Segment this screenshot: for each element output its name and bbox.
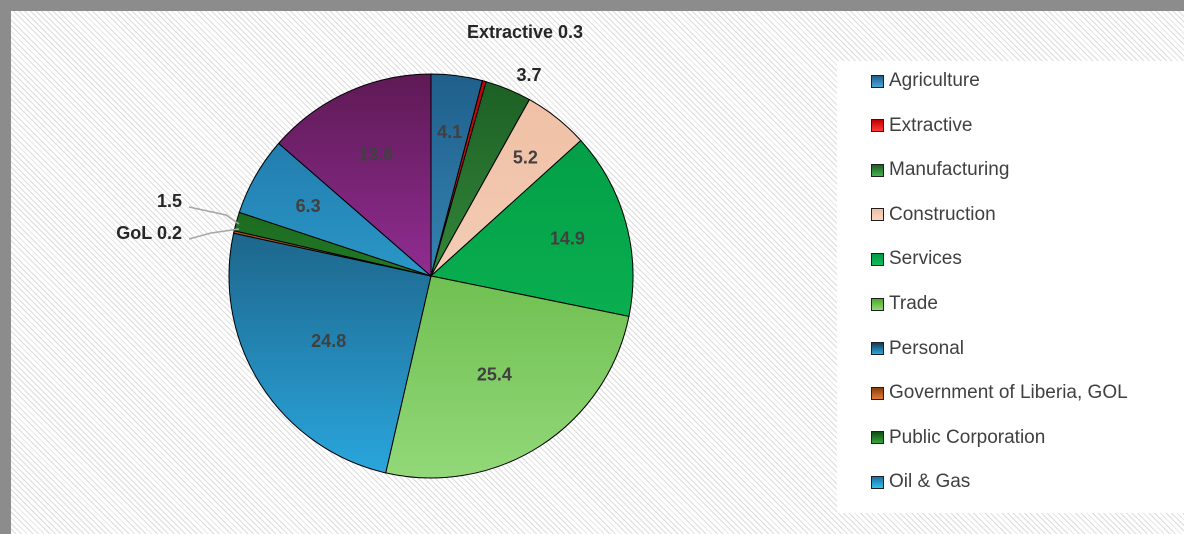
- legend-label: Extractive: [889, 114, 973, 136]
- slice-label-slice-10: 13.6: [358, 145, 393, 165]
- pie-slice-slice-10: [277, 73, 432, 278]
- legend-swatch: [871, 252, 884, 266]
- legend-label: Construction: [889, 203, 996, 225]
- leader-lines: [188, 206, 240, 240]
- legend-swatch: [871, 208, 884, 222]
- legend-label: Manufacturing: [889, 159, 1010, 181]
- pie-chart: 4.1 Extractive 0.3 3.7 5.2 14.9 25.4 24.8 GoL 0…: [116, 22, 634, 479]
- legend-swatch: [871, 74, 884, 88]
- slice-label-trade: 25.4: [477, 365, 512, 385]
- legend-item-oil-gas: Oil & Gas: [871, 470, 970, 494]
- legend-label: Services: [889, 248, 962, 270]
- legend-swatch: [871, 431, 884, 445]
- legend: Agriculture Extractive Manufacturing Constr…: [837, 61, 1184, 513]
- slice-label-construction: 5.2: [513, 148, 538, 168]
- legend-item-extractive: Extractive: [871, 114, 972, 138]
- slice-label-services: 14.9: [550, 229, 585, 249]
- legend-label: Agriculture: [889, 70, 980, 91]
- legend-swatch: [871, 297, 884, 311]
- leader-line-government-of-liberia-gol: [188, 228, 240, 240]
- legend-item-services: Services: [871, 247, 962, 271]
- slice-label-personal: 24.8: [311, 331, 346, 351]
- pie-slice-personal: [228, 232, 432, 474]
- slice-label-agriculture: 4.1: [437, 122, 462, 142]
- legend-swatch: [871, 386, 884, 400]
- legend-label: Oil & Gas: [889, 471, 971, 493]
- legend-swatch: [871, 119, 884, 133]
- legend-item-manufacturing: Manufacturing: [871, 158, 1009, 182]
- leader-line-public-corporation: [188, 206, 240, 225]
- legend-label: Trade: [889, 293, 938, 314]
- legend-item-personal: Personal: [871, 337, 964, 361]
- pie-slice-trade: [385, 275, 630, 479]
- slice-label-extractive: Extractive 0.3: [467, 22, 583, 42]
- legend-label: Personal: [889, 337, 964, 359]
- legend-swatch: [871, 163, 884, 177]
- slice-labels: 4.1 Extractive 0.3 3.7 5.2 14.9 25.4 24.8 GoL 0…: [116, 22, 585, 385]
- slice-label-public-corporation: 1.5: [157, 191, 182, 211]
- pie-slices: [228, 73, 634, 479]
- slice-label-government-of-liberia-gol: GoL 0.2: [116, 223, 182, 243]
- slice-label-oil-gas: 6.3: [296, 196, 321, 216]
- slice-label-manufacturing: 3.7: [516, 65, 541, 85]
- legend-item-government-of-liberia-gol: Government of Liberia, GOL: [871, 381, 1128, 405]
- pie-slice-services: [429, 139, 634, 317]
- legend-swatch: [871, 475, 884, 489]
- legend-item-trade: Trade: [871, 292, 938, 316]
- legend-label: Government of Liberia, GOL: [889, 382, 1128, 404]
- legend-item-construction: Construction: [871, 203, 996, 227]
- legend-item-agriculture: Agriculture: [871, 69, 980, 93]
- legend-swatch: [871, 342, 884, 356]
- legend-item-public-corporation: Public Corporation: [871, 426, 1045, 450]
- legend-label: Public Corporation: [889, 426, 1046, 448]
